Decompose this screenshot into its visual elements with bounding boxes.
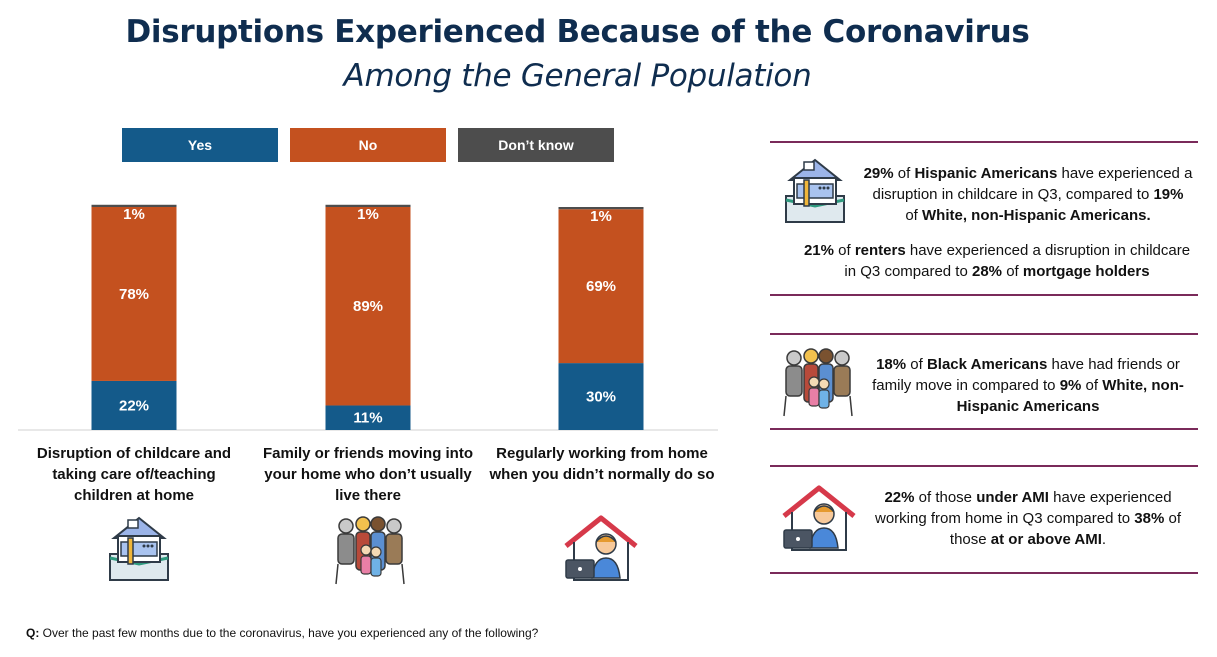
stat-black-family-moving: 18% of Black Americans have had friends … (872, 356, 1184, 415)
family-icon (335, 516, 405, 585)
childcare-house-icon (785, 158, 845, 223)
category-label-work-from-home: Regularly working from home when you did… (489, 445, 715, 483)
bar-label-yes-2: 11% (353, 410, 382, 427)
work-from-home-icon (782, 485, 856, 551)
panel-divider-1 (770, 141, 1198, 143)
panel-divider-3 (770, 333, 1198, 335)
panel-divider-2 (770, 294, 1198, 296)
bar-label-no-1: 78% (119, 286, 149, 303)
childcare-house-icon (109, 516, 169, 581)
bar-label-dont-know-1: 1% (123, 206, 145, 223)
bar-segment-dont-know-1 (91, 204, 177, 207)
panel-divider-4 (770, 428, 1198, 430)
bar-segment-dont-know-3 (558, 207, 644, 210)
stat-hispanic-childcare: 29% of Hispanic Americans have experienc… (863, 165, 1193, 224)
panel-divider-5 (770, 465, 1198, 467)
category-label-family-moving: Family or friends moving into your home … (262, 445, 474, 504)
bar-segment-yes-2 (325, 405, 411, 430)
chart-subtitle: Among the General Population (343, 58, 812, 94)
stat-ami-work-from-home: 22% of those under AMI have experienced … (875, 489, 1181, 548)
legend-no: No (290, 128, 446, 162)
bar-segment-yes-1 (91, 380, 177, 430)
bar-label-no-3: 69% (586, 278, 616, 295)
legend-dont-know: Don’t know (458, 128, 614, 162)
stat-renters-childcare: 21% of renters have experienced a disrup… (803, 242, 1191, 280)
family-icon (783, 348, 853, 417)
bar-segment-no-2 (325, 207, 411, 406)
bar-label-yes-1: 22% (119, 397, 149, 414)
survey-question-footnote: Q: Over the past few months due to the c… (26, 626, 539, 640)
bar-segment-no-1 (91, 207, 177, 381)
bar-label-yes-3: 30% (586, 389, 616, 406)
bar-label-no-2: 89% (353, 298, 383, 315)
legend-yes: Yes (122, 128, 278, 162)
bar-label-dont-know-3: 1% (590, 208, 612, 225)
panel-divider-6 (770, 572, 1198, 574)
bar-segment-dont-know-2 (325, 204, 411, 207)
category-label-childcare: Disruption of childcare and taking care … (36, 445, 232, 504)
chart-title: Disruptions Experienced Because of the C… (125, 14, 1030, 50)
bar-segment-no-3 (558, 209, 644, 364)
bar-label-dont-know-2: 1% (357, 206, 379, 223)
work-from-home-icon (564, 515, 638, 581)
bar-segment-yes-3 (558, 363, 644, 430)
